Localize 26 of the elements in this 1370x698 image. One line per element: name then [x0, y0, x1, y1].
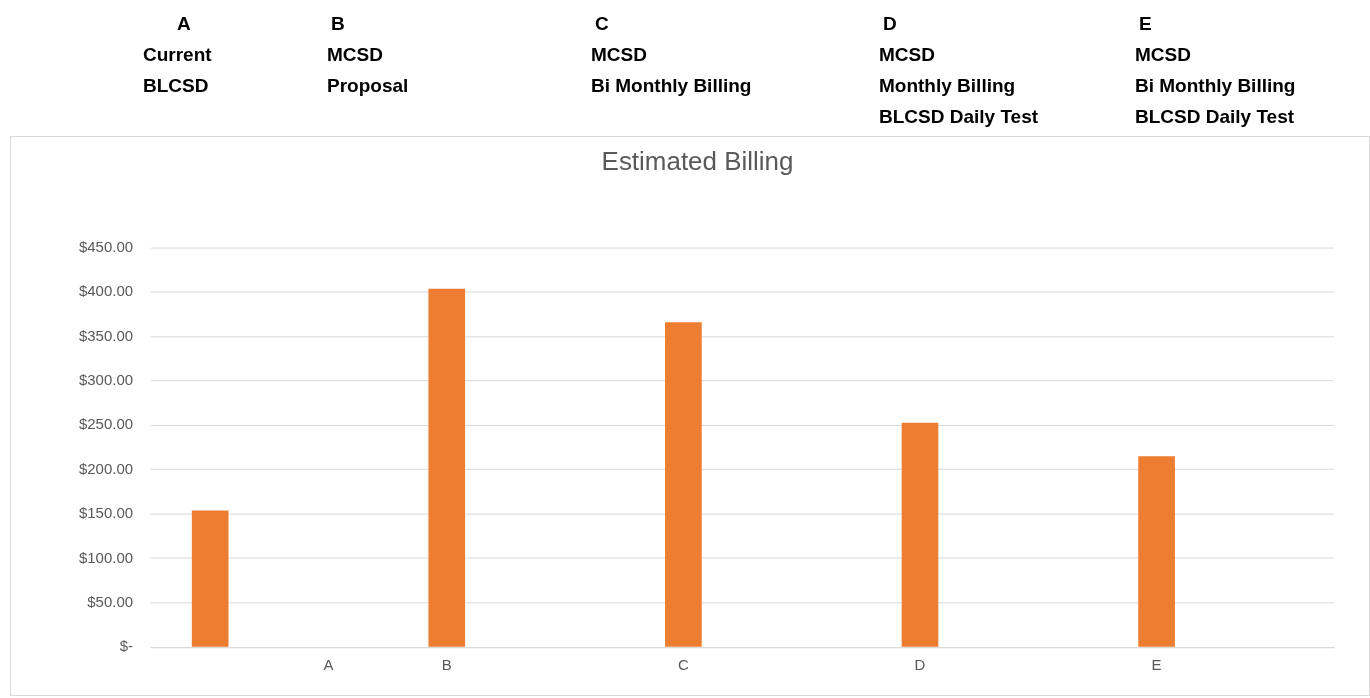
y-tick-label: $100.00 — [78, 548, 134, 566]
y-tick-label: $150.00 — [78, 504, 134, 522]
x-tick-label: A — [323, 656, 334, 674]
x-tick-label: C — [677, 656, 689, 674]
x-tick-label: B — [441, 656, 452, 674]
y-tick-label: $400.00 — [78, 282, 134, 300]
text: D MCSD Monthly Billing BLCSD Daily Test — [879, 12, 1039, 129]
bar — [1138, 456, 1175, 647]
text: E MCSD Bi Monthly Billing BLCSD Daily Test — [1135, 12, 1296, 129]
y-tick-label: $450.00 — [78, 237, 134, 255]
y-tick-label: $350.00 — [78, 326, 134, 344]
bar — [428, 288, 466, 647]
y-tick-label: $200.00 — [78, 459, 134, 477]
text: A Current BLCSD — [143, 12, 212, 98]
y-tick-label: $300.00 — [78, 371, 134, 389]
bar — [191, 510, 229, 647]
bar — [665, 322, 702, 647]
x-tick-label: D — [914, 656, 926, 674]
chart-title: Estimated Billing — [601, 146, 794, 175]
y-tick-label: $50.00 — [87, 592, 134, 610]
text: C MCSD Bi Monthly Billing — [591, 12, 752, 98]
bar — [901, 422, 939, 647]
text: B MCSD Proposal — [327, 12, 409, 98]
y-tick-label: $250.00 — [78, 415, 134, 433]
x-tick-label: E — [1151, 656, 1162, 674]
y-tick-label: $- — [119, 637, 134, 655]
